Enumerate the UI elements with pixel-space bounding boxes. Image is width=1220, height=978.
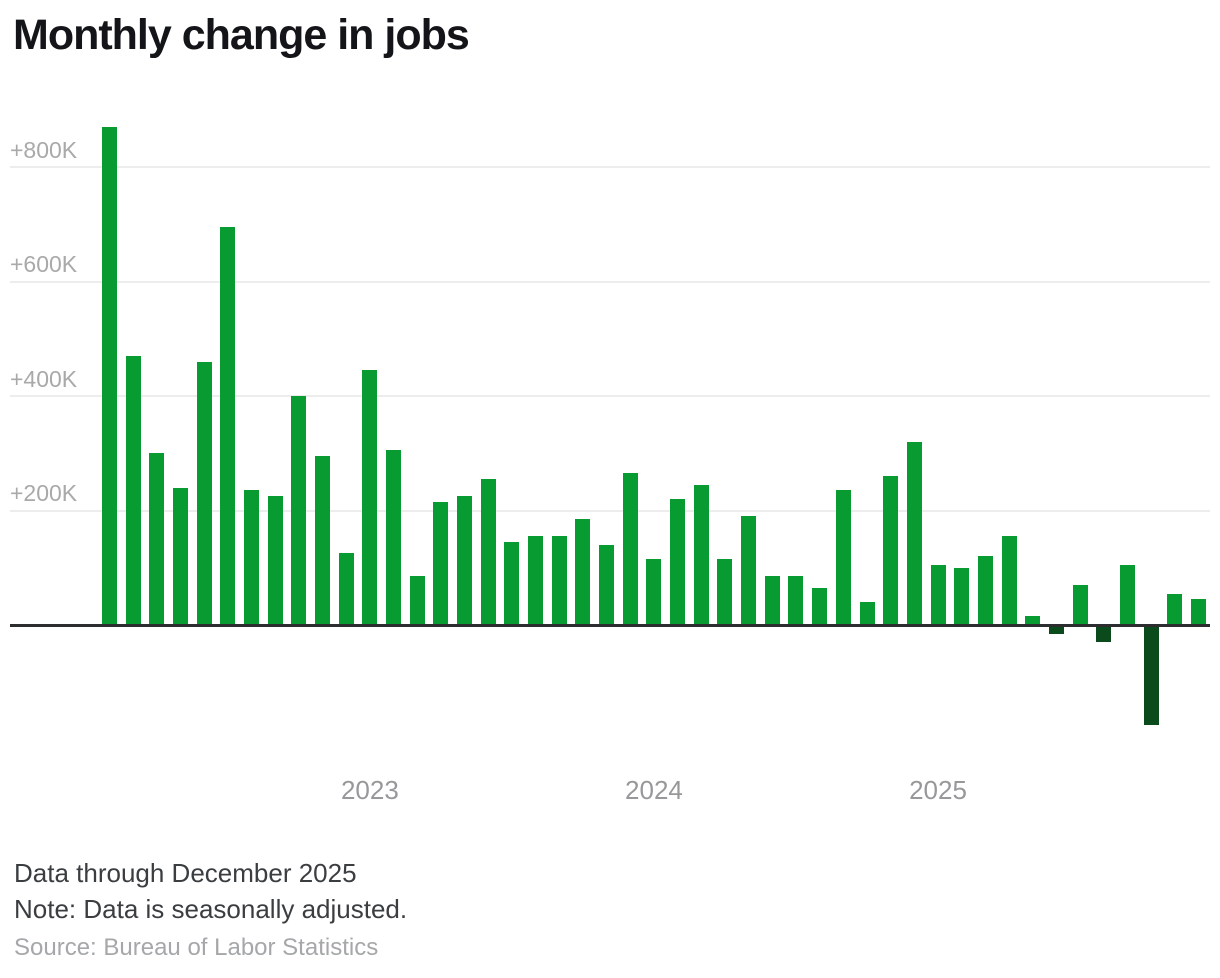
x-tick-label-2025: 2025 — [909, 775, 967, 805]
bar-oct-2022 — [291, 396, 307, 625]
bar-jul-2024 — [788, 576, 804, 625]
bar-jan-2023 — [362, 370, 378, 625]
gridline-200k — [10, 509, 1210, 512]
bar-apr-2024 — [717, 559, 733, 625]
data-through-note: Data through December 2025 — [14, 858, 357, 888]
bar-dec-2025 — [1190, 599, 1206, 625]
bar-sep-2024 — [835, 490, 851, 625]
source-credit: Source: Bureau of Labor Statistics — [14, 934, 379, 961]
bar-apr-2022 — [149, 453, 165, 625]
y-tick-label-600k: +600K — [10, 251, 78, 277]
bar-feb-2023 — [386, 450, 402, 625]
bar-mar-2023 — [409, 576, 425, 625]
bar-may-2022 — [173, 487, 189, 625]
bar-aug-2022 — [244, 490, 260, 625]
bar-apr-2025 — [1001, 536, 1017, 625]
bar-feb-2022 — [102, 126, 117, 625]
bar-nov-2022 — [315, 456, 331, 625]
bar-may-2024 — [741, 516, 757, 625]
bar-may-2023 — [457, 496, 473, 625]
bar-feb-2025 — [954, 567, 970, 625]
x-tick-label-2024: 2024 — [625, 775, 683, 805]
bar-feb-2024 — [670, 499, 686, 625]
bar-mar-2025 — [977, 556, 993, 625]
y-tick-label-800k: +800K — [10, 136, 78, 163]
bar-dec-2024 — [906, 441, 922, 625]
y-tick-label-200k: +200K — [10, 480, 78, 506]
bar-may-2025 — [1025, 616, 1041, 625]
bar-sep-2022 — [267, 496, 283, 625]
seasonal-adjustment-note: Note: Data is seasonally adjusted. — [14, 894, 408, 924]
bar-jul-2025 — [1072, 584, 1088, 625]
x-tick-label-2023: 2023 — [340, 775, 399, 805]
bar-sep-2023 — [551, 536, 567, 625]
bar-apr-2023 — [433, 501, 449, 625]
bar-aug-2024 — [812, 587, 828, 625]
bar-jun-2024 — [764, 576, 780, 625]
bar-aug-2025 — [1096, 625, 1112, 643]
bar-jan-2025 — [930, 564, 946, 625]
bar-oct-2023 — [575, 519, 591, 625]
bar-mar-2024 — [693, 484, 709, 625]
gridline-400k — [10, 395, 1210, 397]
bar-dec-2022 — [338, 553, 354, 625]
bar-jun-2025 — [1048, 625, 1064, 634]
bar-nov-2023 — [599, 544, 615, 625]
bar-dec-2023 — [622, 473, 638, 625]
bar-oct-2025 — [1143, 625, 1159, 726]
zero-axis-line — [10, 623, 1210, 627]
bar-aug-2023 — [528, 536, 544, 625]
bar-jan-2024 — [646, 559, 662, 625]
bar-sep-2025 — [1119, 564, 1135, 625]
bar-oct-2024 — [859, 602, 875, 625]
bar-jun-2022 — [196, 361, 212, 625]
bar-mar-2022 — [125, 355, 141, 625]
bar-jun-2023 — [480, 479, 496, 625]
bar-nov-2024 — [883, 476, 899, 625]
bar-nov-2025 — [1167, 593, 1183, 625]
bar-jul-2023 — [504, 541, 520, 625]
gridline-800k — [10, 166, 1210, 168]
chart-title: Monthly change in jobs — [13, 11, 470, 59]
y-tick-label-400k: +400K — [10, 365, 78, 392]
bar-jul-2022 — [220, 227, 236, 625]
gridline-600k — [10, 280, 1210, 283]
